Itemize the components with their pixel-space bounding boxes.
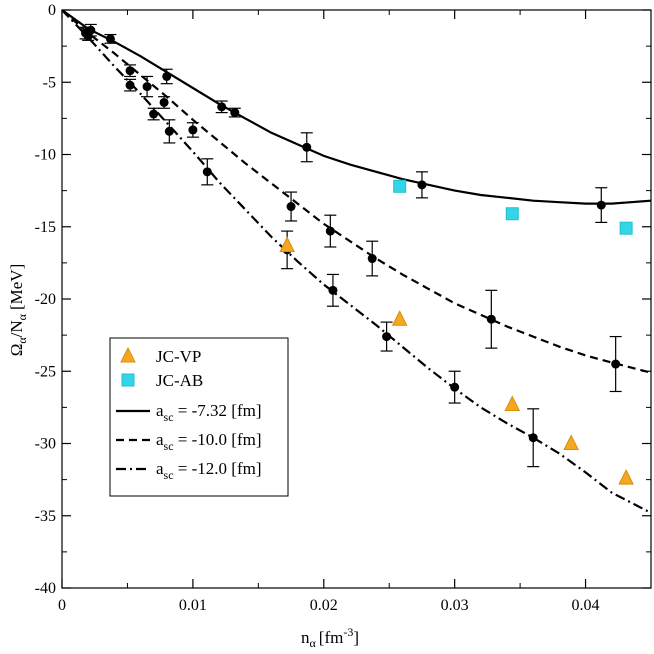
x-tick-label: 0.01 xyxy=(179,597,207,614)
legend-square-marker xyxy=(121,373,135,387)
y-tick-label: -15 xyxy=(35,219,56,236)
data-point-a-sc-7-32-fm- xyxy=(162,71,172,81)
jc-ab-point xyxy=(619,221,633,235)
data-point-a-sc-10-0-fm- xyxy=(286,202,296,212)
data-point-a-sc-10-0-fm- xyxy=(125,80,135,90)
data-point-a-sc-7-32-fm- xyxy=(230,108,240,118)
jc-vp-point xyxy=(618,469,634,485)
y-tick-label: -10 xyxy=(35,147,56,164)
jc-ab-point xyxy=(393,179,407,193)
data-point-a-sc-10-0-fm- xyxy=(142,82,152,92)
legend-item-asc-12-0: asc = -12.0 [fm] xyxy=(116,459,262,482)
data-point-a-sc-12-0-fm- xyxy=(382,332,392,342)
data-point-a-sc-7-32-fm- xyxy=(217,102,227,112)
data-point-a-sc-12-0-fm- xyxy=(164,126,174,136)
data-point-a-sc-12-0-fm- xyxy=(83,31,93,41)
x-tick-label: 0.02 xyxy=(310,597,338,614)
y-tick-label: -40 xyxy=(35,580,56,597)
data-point-a-sc-7-32-fm- xyxy=(302,142,312,152)
data-point-a-sc-10-0-fm- xyxy=(611,359,621,369)
data-point-a-sc-12-0-fm- xyxy=(202,167,212,177)
data-point-a-sc-12-0-fm- xyxy=(328,285,338,295)
y-tick-label: -25 xyxy=(35,363,56,380)
x-tick-label: 0.04 xyxy=(572,597,600,614)
jc-vp-point xyxy=(504,395,521,411)
data-point-a-sc-7-32-fm- xyxy=(105,34,115,44)
jc-vp-point xyxy=(391,310,408,326)
legend: JC-VP JC-AB asc = -7.32 [fm] asc = -10.0… xyxy=(109,337,289,497)
legend-triangle-marker xyxy=(120,346,136,363)
chart-marks xyxy=(62,10,651,514)
data-point-a-sc-12-0-fm- xyxy=(528,433,538,443)
legend-label-asc-10-0: asc = -10.0 [fm] xyxy=(156,430,262,453)
jc-vp-point xyxy=(279,236,295,253)
y-tick-label: -20 xyxy=(35,291,56,308)
y-tick-label: 0 xyxy=(48,2,56,19)
legend-item-jc-ab: JC-AB xyxy=(121,371,203,390)
data-point-a-sc-10-0-fm- xyxy=(325,226,335,236)
data-point-a-sc-10-0-fm- xyxy=(188,125,198,135)
legend-item-jc-vp: JC-VP xyxy=(120,346,201,366)
y-axis-title: Ωα/Nα[MeV] xyxy=(7,264,29,357)
legend-label-asc-12-0: asc = -12.0 [fm] xyxy=(156,459,262,482)
data-point-a-sc-10-0-fm- xyxy=(367,254,377,264)
legend-label-jc-ab: JC-AB xyxy=(156,371,203,390)
y-tick-label: -30 xyxy=(35,436,56,453)
series-line-a-sc-10-0-fm- xyxy=(62,10,651,374)
jc-vp-point xyxy=(563,434,579,450)
data-point-a-sc-10-0-fm- xyxy=(159,97,169,107)
data-point-a-sc-12-0-fm- xyxy=(450,382,460,392)
y-tick-label: -35 xyxy=(35,508,56,525)
legend-item-asc-7-32: asc = -7.32 [fm] xyxy=(116,401,262,424)
x-axis-title: nα [fm-3] xyxy=(301,625,359,650)
data-point-a-sc-7-32-fm- xyxy=(125,66,135,76)
series-line-a-sc-7-32-fm- xyxy=(62,10,651,205)
x-tick-label: 0 xyxy=(58,597,66,614)
legend-item-asc-10-0: asc = -10.0 [fm] xyxy=(116,430,262,453)
y-tick-label: -5 xyxy=(43,74,56,91)
data-point-a-sc-7-32-fm- xyxy=(417,180,427,190)
jc-ab-point xyxy=(505,207,519,221)
x-tick-label: 0.03 xyxy=(441,597,469,614)
data-point-a-sc-12-0-fm- xyxy=(149,109,159,119)
legend-label-asc-7-32: asc = -7.32 [fm] xyxy=(156,401,262,424)
data-point-a-sc-10-0-fm- xyxy=(486,314,496,324)
data-point-a-sc-7-32-fm- xyxy=(596,200,606,210)
legend-label-jc-vp: JC-VP xyxy=(156,347,201,366)
chart-axes: 0 0.01 0.02 0.03 0.04 0 -5 -10 -15 -20 -25 -30 -35 -4… xyxy=(35,2,652,614)
